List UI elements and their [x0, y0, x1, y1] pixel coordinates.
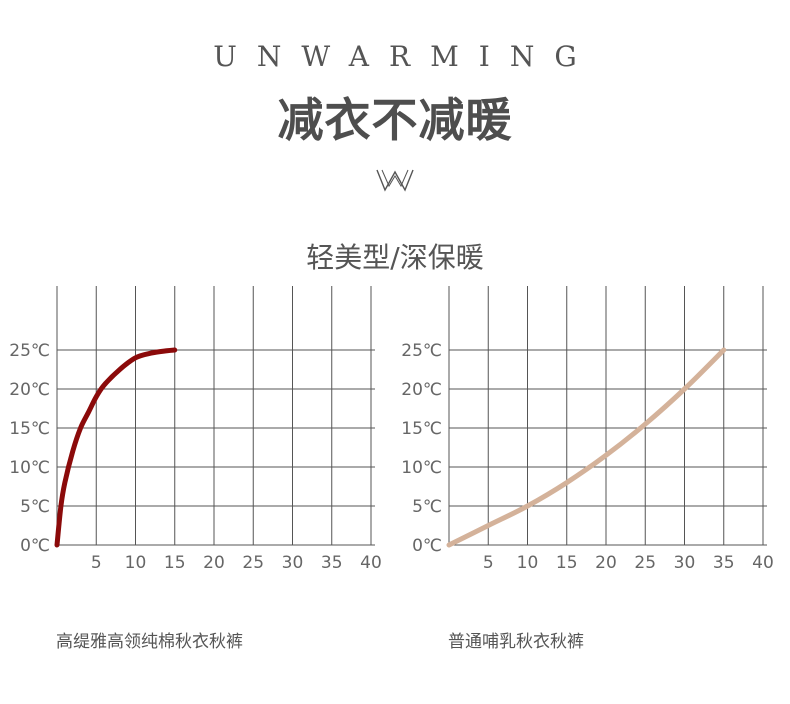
chart-product-svg: 0℃ 5℃ 10℃ 15℃ 20℃ 25℃ 5 10 15 20 25 30 35 40 — [9, 286, 382, 573]
headline: 减衣不减暖 — [277, 93, 513, 147]
y-tick-label: 10℃ — [9, 458, 50, 478]
y-tick-label: 5℃ — [412, 497, 442, 517]
x-tick-label: 40 — [752, 553, 774, 573]
x-tick-label: 10 — [125, 553, 147, 573]
caption-product: 高缇雅高领纯棉秋衣秋裤 — [56, 632, 243, 652]
x-tick-label: 10 — [517, 553, 539, 573]
y-tick-label: 0℃ — [20, 536, 50, 556]
x-tick-label: 5 — [483, 553, 494, 573]
x-tick-label: 20 — [203, 553, 225, 573]
y-tick-label: 20℃ — [9, 380, 50, 400]
caption-ordinary: 普通哺乳秋衣秋裤 — [448, 632, 584, 652]
y-tick-label: 5℃ — [20, 497, 50, 517]
brand-title: UNWARMING — [213, 40, 597, 73]
y-tick-label: 20℃ — [401, 380, 442, 400]
y-tick-label: 15℃ — [9, 419, 50, 439]
chart-ordinary-svg: 0℃ 5℃ 10℃ 15℃ 20℃ 25℃ 5 10 15 20 25 30 35 40 — [401, 286, 774, 573]
x-tick-label: 40 — [360, 553, 382, 573]
y-tick-label: 25℃ — [9, 341, 50, 361]
chart-product: 0℃ 5℃ 10℃ 15℃ 20℃ 25℃ 5 10 15 20 25 30 35 40 — [0, 280, 392, 584]
x-tick-label: 35 — [321, 553, 343, 573]
series-line — [446, 347, 727, 548]
chart-ordinary: 0℃ 5℃ 10℃ 15℃ 20℃ 25℃ 5 10 15 20 25 30 35 40 — [392, 280, 784, 584]
w-logo-icon — [376, 169, 414, 192]
x-tick-label: 30 — [282, 553, 304, 573]
x-tick-label: 25 — [634, 553, 656, 573]
x-tick-label: 15 — [556, 553, 578, 573]
x-tick-label: 25 — [242, 553, 264, 573]
x-tick-label: 35 — [713, 553, 735, 573]
x-tick-label: 30 — [674, 553, 696, 573]
x-tick-label: 20 — [595, 553, 617, 573]
y-tick-label: 15℃ — [401, 419, 442, 439]
y-tick-label: 10℃ — [401, 458, 442, 478]
x-tick-label: 5 — [91, 553, 102, 573]
x-tick-label: 15 — [164, 553, 186, 573]
series-line — [54, 347, 178, 548]
subheading: 轻美型/深保暖 — [306, 241, 484, 274]
y-tick-label: 0℃ — [412, 536, 442, 556]
y-tick-label: 25℃ — [401, 341, 442, 361]
